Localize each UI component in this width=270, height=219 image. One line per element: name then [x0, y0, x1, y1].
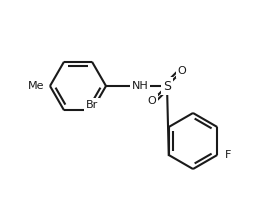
Text: Br: Br	[86, 100, 98, 110]
Text: O: O	[178, 66, 186, 76]
Text: NH: NH	[132, 81, 148, 91]
Text: O: O	[148, 96, 156, 106]
Text: F: F	[225, 150, 232, 160]
Text: S: S	[163, 79, 171, 92]
Text: Me: Me	[28, 81, 44, 91]
